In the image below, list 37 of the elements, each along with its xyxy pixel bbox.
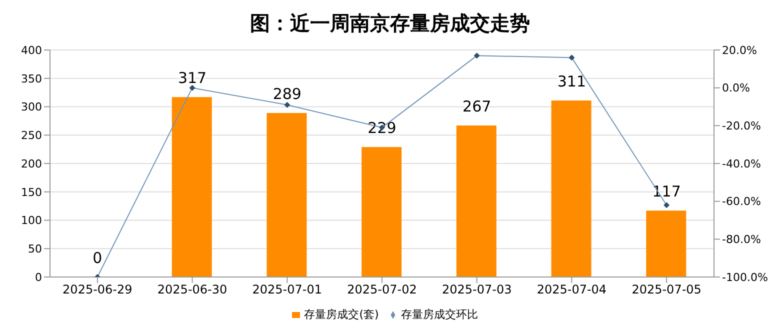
legend-label: 存量房成交(套)	[304, 308, 379, 321]
data-label: 317	[178, 69, 207, 88]
bar	[646, 210, 686, 277]
bar	[266, 112, 307, 277]
y2-tick-label: -100.0%	[722, 270, 768, 284]
x-tick-label: 2025-07-03	[442, 282, 512, 297]
bar	[456, 125, 496, 277]
bar	[551, 100, 592, 277]
y-tick-label: 200	[21, 157, 42, 170]
y-tick-label: 0	[35, 270, 42, 284]
y-tick-label: 50	[28, 242, 42, 256]
data-label: 311	[557, 72, 586, 91]
x-tick-label: 2025-06-30	[157, 282, 228, 297]
bar	[172, 97, 212, 277]
legend-label: 存量房成交环比	[400, 308, 478, 321]
y-tick-label: 100	[21, 214, 42, 228]
y-tick-label: 400	[21, 44, 42, 57]
x-tick-label: 2025-07-04	[536, 282, 607, 297]
y2-tick-label: -60.0%	[722, 195, 761, 208]
y2-tick-label: -40.0%	[722, 157, 761, 170]
x-tick-label: 2025-07-05	[632, 282, 702, 297]
data-label: 0	[92, 249, 102, 267]
data-label: 267	[462, 97, 492, 116]
y2-tick-label: -20.0%	[722, 120, 761, 133]
bar	[362, 147, 402, 277]
y-tick-label: 300	[21, 100, 42, 114]
chart-title: 图：近一周南京存量房成交走势	[249, 10, 531, 37]
x-tick-label: 2025-06-29	[62, 282, 132, 297]
y-tick-label: 350	[21, 72, 42, 86]
y-tick-label: 250	[21, 129, 42, 142]
y2-tick-label: -80.0%	[722, 233, 761, 246]
y2-tick-label: 0.0%	[722, 82, 750, 95]
x-tick-label: 2025-07-01	[252, 282, 322, 297]
y-tick-label: 150	[21, 186, 42, 199]
x-tick-label: 2025-07-02	[347, 282, 417, 297]
data-label: 289	[272, 84, 302, 103]
y2-tick-label: 20.0%	[722, 44, 757, 57]
